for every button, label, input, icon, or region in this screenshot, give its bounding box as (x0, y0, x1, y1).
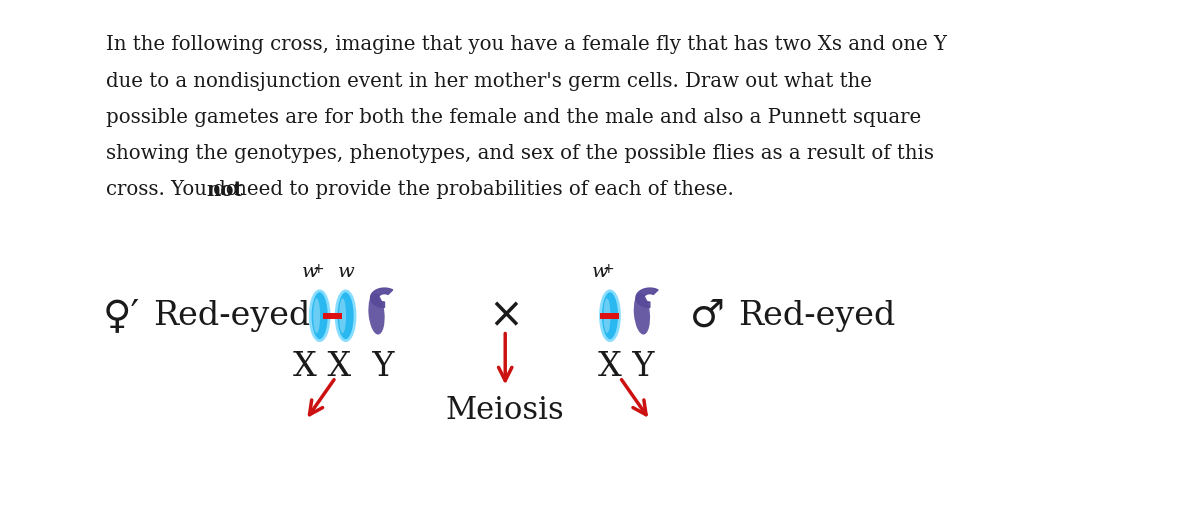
Text: ×: × (487, 295, 523, 337)
Text: showing the genotypes, phenotypes, and sex of the possible flies as a result of : showing the genotypes, phenotypes, and s… (106, 144, 934, 163)
Text: not: not (206, 180, 244, 200)
Text: cross. You do: cross. You do (106, 180, 244, 199)
Text: X X  Y: X X Y (293, 351, 395, 383)
Text: ♂: ♂ (690, 297, 725, 335)
Ellipse shape (368, 293, 385, 335)
Ellipse shape (604, 298, 611, 333)
Bar (323, 313, 342, 319)
Ellipse shape (313, 298, 320, 333)
Ellipse shape (336, 291, 355, 341)
Ellipse shape (310, 291, 329, 341)
Text: X Y: X Y (598, 351, 654, 383)
Text: In the following cross, imagine that you have a female fly that has two Xs and o: In the following cross, imagine that you… (106, 35, 947, 54)
Text: w: w (338, 263, 355, 281)
Ellipse shape (634, 293, 650, 335)
Bar (600, 313, 619, 319)
Text: w: w (592, 263, 608, 281)
Text: +: + (602, 262, 613, 276)
Text: need to provide the probabilities of each of these.: need to provide the probabilities of eac… (228, 180, 733, 199)
Text: Meiosis: Meiosis (446, 396, 564, 426)
Text: +: + (313, 262, 324, 276)
Text: ♀′: ♀′ (103, 297, 140, 335)
Ellipse shape (600, 291, 619, 341)
Polygon shape (636, 288, 658, 308)
Polygon shape (371, 288, 392, 308)
Text: Red-eyed: Red-eyed (738, 300, 895, 332)
Text: possible gametes are for both the female and the male and also a Punnett square: possible gametes are for both the female… (106, 108, 922, 127)
Text: Red-eyed: Red-eyed (154, 300, 311, 332)
Text: w: w (302, 263, 319, 281)
Text: due to a nondisjunction event in her mother's germ cells. Draw out what the: due to a nondisjunction event in her mot… (106, 72, 872, 90)
Ellipse shape (340, 298, 346, 333)
